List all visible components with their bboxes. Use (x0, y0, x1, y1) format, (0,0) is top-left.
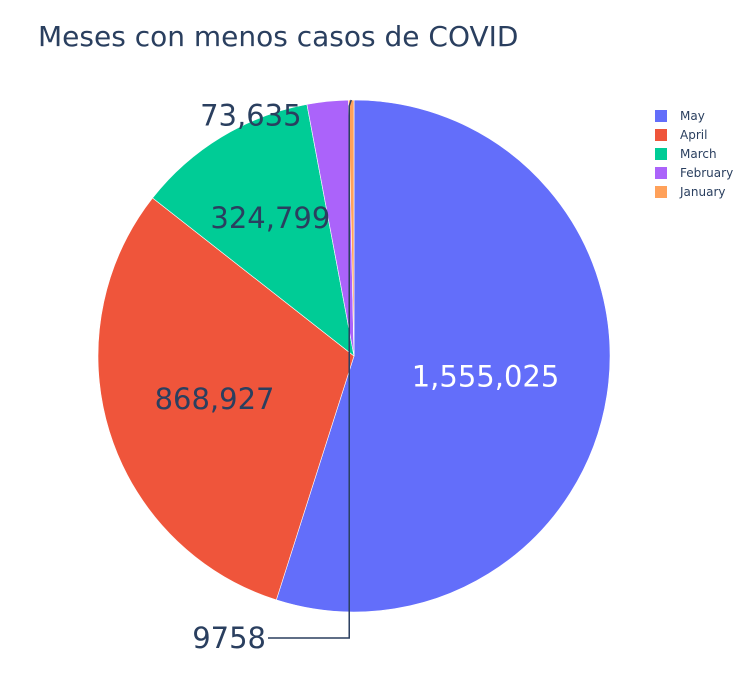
slice-value-label-january: 9758 (192, 621, 266, 655)
leader-line-january (268, 99, 352, 639)
legend-label: May (680, 108, 705, 123)
slice-value-label-may: 1,555,025 (412, 359, 560, 393)
legend-swatch (655, 147, 667, 160)
legend-item-january[interactable]: January (655, 182, 733, 201)
legend-swatch (655, 128, 667, 141)
legend-swatch (655, 185, 667, 198)
legend-swatch (655, 166, 667, 179)
legend-label: March (680, 146, 717, 161)
legend-label: April (680, 127, 708, 142)
legend-label: February (680, 165, 734, 180)
legend-label: January (680, 184, 726, 199)
legend-item-february[interactable]: February (655, 163, 733, 182)
slice-value-label-april: 868,927 (155, 382, 275, 416)
slice-value-label-march: 324,799 (210, 201, 330, 235)
pie-slice-may[interactable] (275, 99, 611, 613)
legend-item-april[interactable]: April (655, 125, 733, 144)
legend-swatch (655, 109, 667, 122)
pie-slice-april[interactable] (97, 197, 355, 601)
legend-item-march[interactable]: March (655, 144, 733, 163)
slice-value-label-february: 73,635 (200, 98, 301, 132)
legend: May April March February January (655, 106, 733, 201)
pie-slice-march[interactable] (152, 104, 355, 357)
legend-item-may[interactable]: May (655, 106, 733, 125)
chart-title: Meses con menos casos de COVID (38, 20, 519, 53)
